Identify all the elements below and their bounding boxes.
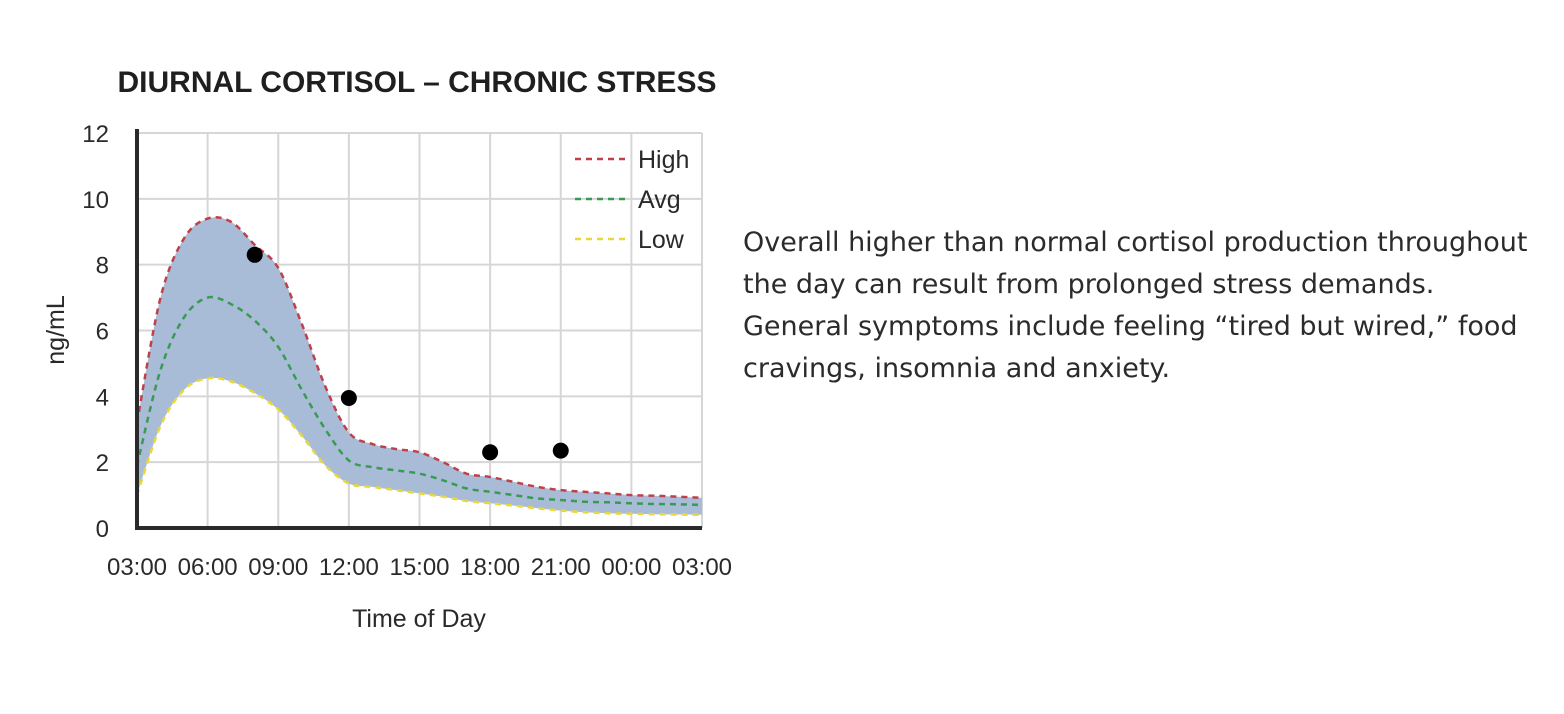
chart-title: DIURNAL CORTISOL – CHRONIC STRESS [118,66,717,99]
x-tick-label: 15:00 [389,554,449,581]
range-band-area [137,217,702,515]
chart-svg: DIURNAL CORTISOL – CHRONIC STRESS 03:00 0… [42,66,732,633]
range-band [137,217,702,515]
grid [136,132,703,529]
chart: DIURNAL CORTISOL – CHRONIC STRESS 03:00 0… [0,0,740,714]
sample-points [246,246,569,461]
x-tick-label: 03:00 [107,554,167,581]
x-tick-label: 03:00 [672,554,732,581]
y-tick-label: 4 [96,384,109,411]
legend-label-high: High [638,146,689,174]
series-line-avg [135,295,703,507]
x-axis-label: Time of Day [352,605,486,633]
y-tick-label: 8 [96,253,109,280]
data-point [246,246,263,263]
data-point [340,389,357,406]
x-tick-label: 09:00 [248,554,308,581]
data-point [552,442,569,459]
axes [135,129,702,530]
series-lines [135,216,703,517]
x-tick-label: 12:00 [319,554,379,581]
x-tick-label: 06:00 [178,554,238,581]
y-tick-label: 12 [82,121,109,148]
y-tick-label: 2 [96,450,109,477]
tick-labels: 03:00 06:00 09:00 12:00 15:00 18:00 21:00 00:00… [82,121,732,581]
x-tick-label: 21:00 [531,554,591,581]
legend-label-avg: Avg [638,186,681,214]
y-axis-label: ng/mL [42,295,70,365]
legend: High Avg Low [575,146,689,254]
series-line-low [135,376,703,517]
x-tick-label: 00:00 [601,554,661,581]
y-tick-label: 6 [96,319,109,346]
y-tick-label: 0 [96,516,109,543]
x-tick-label: 18:00 [460,554,520,581]
description-text: Overall higher than normal cortisol prod… [743,227,1528,384]
legend-label-low: Low [638,226,685,254]
series-line-high [135,216,703,499]
y-tick-label: 10 [82,187,109,214]
data-point [482,444,499,461]
